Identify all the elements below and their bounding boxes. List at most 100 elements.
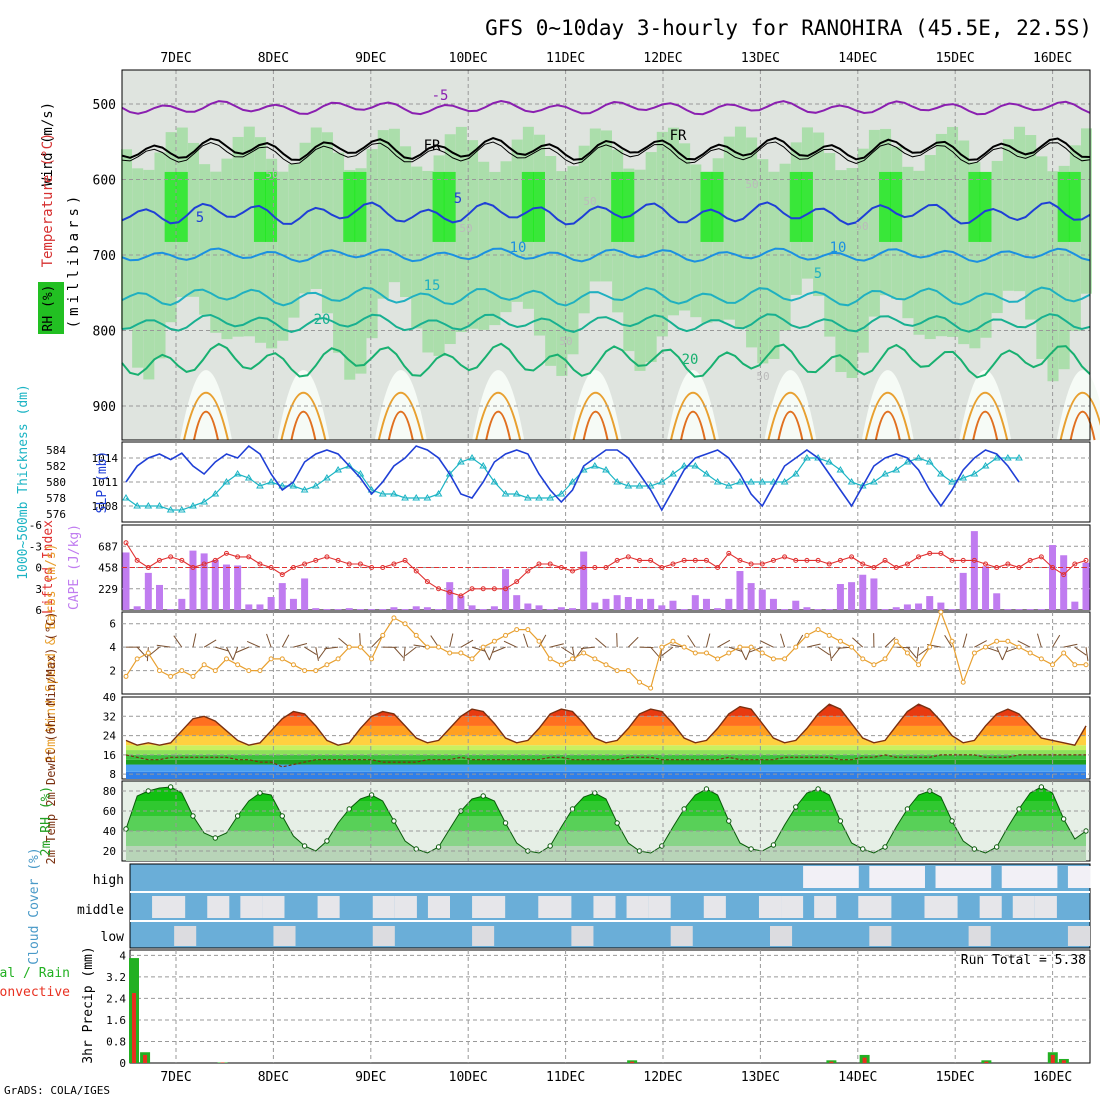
cloud-high-block: [825, 866, 837, 888]
temp-band: [126, 745, 1086, 751]
wind-tick-label: 4: [109, 641, 116, 654]
li-marker: [782, 554, 788, 560]
date-label-bottom: 12DEC: [643, 1070, 682, 1085]
cape-bar: [211, 559, 219, 610]
li-marker: [614, 557, 620, 563]
li-marker: [581, 565, 587, 570]
cape-bar: [468, 605, 476, 610]
wind-barb: [304, 646, 317, 655]
wind-speed-marker: [759, 650, 765, 656]
wind-barb: [962, 633, 968, 648]
li-marker: [570, 568, 576, 574]
rh-band: [126, 816, 1086, 831]
pressure-tick-label: 800: [93, 325, 116, 340]
li-marker: [648, 557, 654, 563]
li-marker: [726, 550, 732, 556]
li-tick-label: -3: [29, 540, 42, 553]
cape-bar: [658, 605, 666, 610]
li-tick-label: 6: [35, 604, 42, 617]
wind-barb: [974, 640, 987, 648]
thickness-marker: [133, 502, 142, 509]
plume-fill: [959, 370, 1012, 440]
cloud-low-block: [174, 926, 197, 946]
thickness-marker: [267, 478, 275, 485]
temperature-contour: [183, 391, 229, 441]
rh-marker: [547, 843, 553, 849]
wind-speed-marker: [469, 656, 475, 662]
wind-speed-marker: [916, 662, 922, 668]
cape-bar: [401, 609, 409, 610]
wind-barb: [235, 646, 249, 654]
temperature-contour: [485, 410, 512, 441]
wind-barb: [650, 646, 661, 659]
rh-tick-label: 20: [103, 845, 116, 858]
contour-label: FR: [670, 128, 687, 144]
thickness-marker: [367, 486, 376, 493]
cape-bar: [435, 609, 443, 610]
li-marker: [1083, 557, 1089, 563]
cape-tick-label: 229: [98, 583, 118, 596]
rh-series: [125, 786, 1087, 854]
rh-fill-block: [199, 164, 211, 315]
thickness-marker: [1003, 454, 1012, 461]
wind-speed-marker: [346, 644, 352, 650]
plume-fill: [667, 370, 719, 440]
rh-fill-block: [521, 171, 534, 242]
cloud-mid-block: [207, 896, 230, 918]
li-marker: [480, 586, 486, 592]
wind-speed-marker: [770, 656, 776, 662]
wind-speed-marker: [603, 662, 609, 668]
temperature-contour: [680, 410, 706, 441]
li-marker: [503, 586, 509, 592]
wind-tick-label: 6: [109, 618, 116, 631]
temperature-contour: [475, 391, 522, 441]
slp-axis-label: SLP (mb): [95, 451, 110, 514]
thickness-marker: [836, 466, 845, 473]
thickness-tick-label: 576: [46, 508, 66, 521]
li-marker: [603, 565, 609, 570]
cape-bar: [993, 593, 1001, 610]
thickness-marker: [613, 478, 622, 485]
li-marker: [402, 557, 408, 563]
rh-fill-block: [969, 162, 981, 349]
thickness-marker: [624, 482, 633, 489]
wind-speed-marker: [692, 650, 698, 656]
precip-tick-label: 4: [119, 949, 126, 962]
wind-barb: [232, 646, 239, 661]
wind-barb: [907, 646, 917, 659]
wind-barb: [293, 643, 308, 648]
cape-bar: [379, 609, 387, 610]
thickness-marker: [222, 478, 231, 485]
wind-speed-marker: [447, 650, 453, 656]
li-marker: [223, 550, 229, 556]
wind-speed-marker: [815, 627, 821, 633]
wind-speed-marker: [793, 644, 799, 650]
wind-speed-marker: [558, 662, 564, 668]
precip-conv-bar: [630, 1061, 635, 1063]
thickness-marker: [501, 490, 510, 497]
rh-fill-block: [991, 160, 1003, 314]
rh-fill-block: [757, 159, 769, 364]
plume-fill: [569, 370, 622, 440]
pressure-axis: 500 600 700 800 900: [93, 98, 116, 415]
rh-fill-block: [500, 161, 512, 313]
cloud-high-block: [1012, 866, 1025, 888]
precip-conv-bar: [829, 1061, 834, 1063]
wind-speed-marker: [960, 679, 966, 685]
thickness-marker: [546, 494, 555, 501]
li-marker: [759, 561, 765, 567]
cape-bar: [312, 608, 320, 610]
li-marker: [313, 557, 319, 563]
precip-conv-label: Convective: [0, 985, 70, 1000]
cape-bar: [580, 551, 588, 610]
wind-barb: [226, 646, 234, 660]
wind-speed-marker: [826, 632, 832, 638]
wind-speed-marker: [648, 685, 654, 691]
thickness-marker: [646, 482, 655, 489]
date-label-top: 11DEC: [546, 51, 585, 66]
thickness-marker: [390, 490, 398, 497]
cape-bar: [736, 571, 744, 610]
cape-bar: [1004, 609, 1012, 610]
wind-barb: [192, 633, 197, 648]
cape-bar: [970, 531, 978, 610]
